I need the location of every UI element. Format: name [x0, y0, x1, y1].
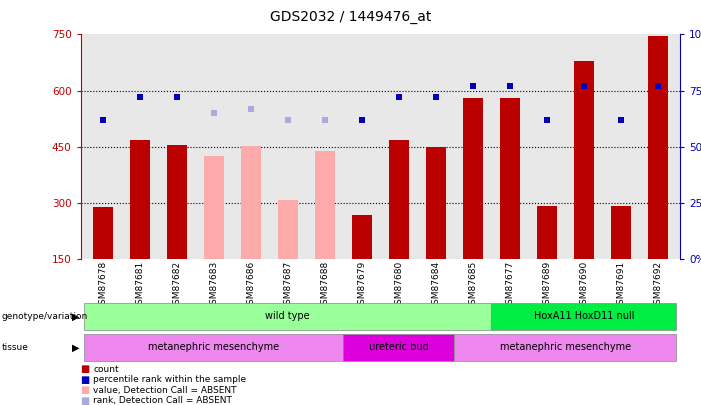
Bar	[93, 207, 113, 259]
Text: tissue: tissue	[1, 343, 28, 352]
Bar	[611, 207, 631, 259]
Bar	[426, 147, 446, 259]
Bar	[278, 200, 298, 259]
Bar	[352, 215, 372, 259]
Bar	[500, 98, 520, 259]
Text: metanephric mesenchyme: metanephric mesenchyme	[500, 343, 631, 352]
Text: ureteric bud: ureteric bud	[369, 343, 429, 352]
Bar	[463, 98, 483, 259]
Text: ■: ■	[81, 375, 90, 385]
Bar	[648, 36, 668, 259]
Text: count: count	[93, 365, 119, 374]
Text: metanephric mesenchyme: metanephric mesenchyme	[148, 343, 280, 352]
Bar	[573, 61, 594, 259]
Text: HoxA11 HoxD11 null: HoxA11 HoxD11 null	[533, 311, 634, 321]
Bar	[315, 151, 335, 259]
Text: GDS2032 / 1449476_at: GDS2032 / 1449476_at	[270, 10, 431, 24]
Text: wild type: wild type	[266, 311, 310, 321]
Bar	[130, 140, 150, 259]
Text: ■: ■	[81, 386, 90, 395]
Text: ■: ■	[81, 396, 90, 405]
Text: ▶: ▶	[72, 343, 79, 352]
Bar	[167, 145, 187, 259]
Text: genotype/variation: genotype/variation	[1, 312, 88, 321]
Bar	[536, 207, 557, 259]
Bar	[203, 156, 224, 259]
Text: percentile rank within the sample: percentile rank within the sample	[93, 375, 246, 384]
Text: value, Detection Call = ABSENT: value, Detection Call = ABSENT	[93, 386, 237, 395]
Text: ▶: ▶	[72, 311, 79, 321]
Text: rank, Detection Call = ABSENT: rank, Detection Call = ABSENT	[93, 396, 232, 405]
Bar	[388, 140, 409, 259]
Text: ■: ■	[81, 364, 90, 374]
Bar	[240, 147, 261, 259]
